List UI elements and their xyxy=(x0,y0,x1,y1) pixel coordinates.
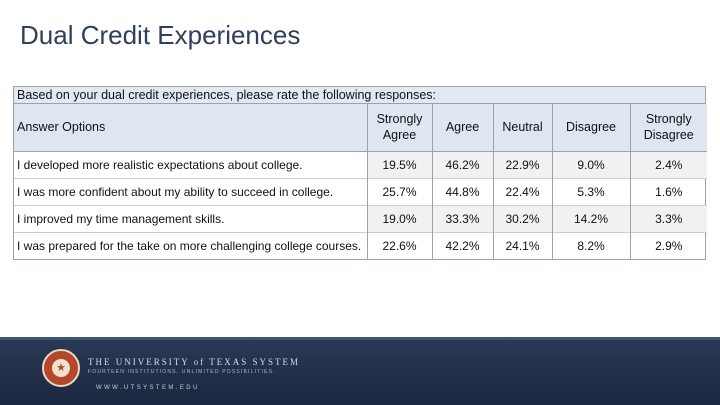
column-header-strongly-disagree: Strongly Disagree xyxy=(630,104,707,152)
cell-strongly-agree: 19.5% xyxy=(367,151,433,178)
cell-agree: 46.2% xyxy=(432,151,494,178)
answer-option: I was prepared for the take on more chal… xyxy=(14,232,368,259)
star-icon: ★ xyxy=(56,362,66,374)
cell-neutral: 22.4% xyxy=(493,178,553,205)
cell-neutral: 24.1% xyxy=(493,232,553,259)
table-row: I was more confident about my ability to… xyxy=(14,178,707,205)
survey-table: Based on your dual credit experiences, p… xyxy=(13,86,707,260)
results-table: Answer Options Strongly Agree Agree Neut… xyxy=(14,104,707,259)
column-header-agree: Agree xyxy=(432,104,494,152)
table-row: I improved my time management skills. 19… xyxy=(14,205,707,232)
cell-strongly-agree: 25.7% xyxy=(367,178,433,205)
cell-strongly-agree: 22.6% xyxy=(367,232,433,259)
table-header-row: Answer Options Strongly Agree Agree Neut… xyxy=(14,104,707,152)
cell-strongly-disagree: 3.3% xyxy=(630,205,707,232)
column-header-answer-options: Answer Options xyxy=(14,104,368,152)
survey-question: Based on your dual credit experiences, p… xyxy=(14,87,705,104)
org-url: WWW.UTSYSTEM.EDU xyxy=(96,385,200,391)
cell-disagree: 9.0% xyxy=(552,151,631,178)
cell-disagree: 14.2% xyxy=(552,205,631,232)
cell-neutral: 30.2% xyxy=(493,205,553,232)
cell-disagree: 8.2% xyxy=(552,232,631,259)
cell-agree: 33.3% xyxy=(432,205,494,232)
column-header-strongly-agree: Strongly Agree xyxy=(367,104,433,152)
answer-option: I developed more realistic expectations … xyxy=(14,151,368,178)
cell-agree: 44.8% xyxy=(432,178,494,205)
slide-title: Dual Credit Experiences xyxy=(20,20,301,50)
university-seal-icon: ★ xyxy=(42,349,80,387)
cell-disagree: 5.3% xyxy=(552,178,631,205)
table-row: I developed more realistic expectations … xyxy=(14,151,707,178)
column-header-neutral: Neutral xyxy=(493,104,553,152)
cell-strongly-agree: 19.0% xyxy=(367,205,433,232)
table-row: I was prepared for the take on more chal… xyxy=(14,232,707,259)
footer-divider xyxy=(0,337,720,340)
org-tagline: FOURTEEN INSTITUTIONS. UNLIMITED POSSIBI… xyxy=(88,369,276,375)
cell-strongly-disagree: 1.6% xyxy=(655,184,683,199)
column-header-disagree: Disagree xyxy=(552,104,631,152)
answer-option: I improved my time management skills. xyxy=(14,205,368,232)
footer-banner: ★ THE UNIVERSITY of TEXAS SYSTEM FOURTEE… xyxy=(0,337,720,405)
org-name: THE UNIVERSITY of TEXAS SYSTEM xyxy=(88,357,300,367)
cell-neutral: 22.9% xyxy=(493,151,553,178)
answer-option: I was more confident about my ability to… xyxy=(14,178,368,205)
cell-agree: 42.2% xyxy=(432,232,494,259)
cell-strongly-disagree: 2.9% xyxy=(655,238,683,253)
cell-strongly-disagree: 2.4% xyxy=(630,151,707,178)
seal-center: ★ xyxy=(52,359,70,377)
